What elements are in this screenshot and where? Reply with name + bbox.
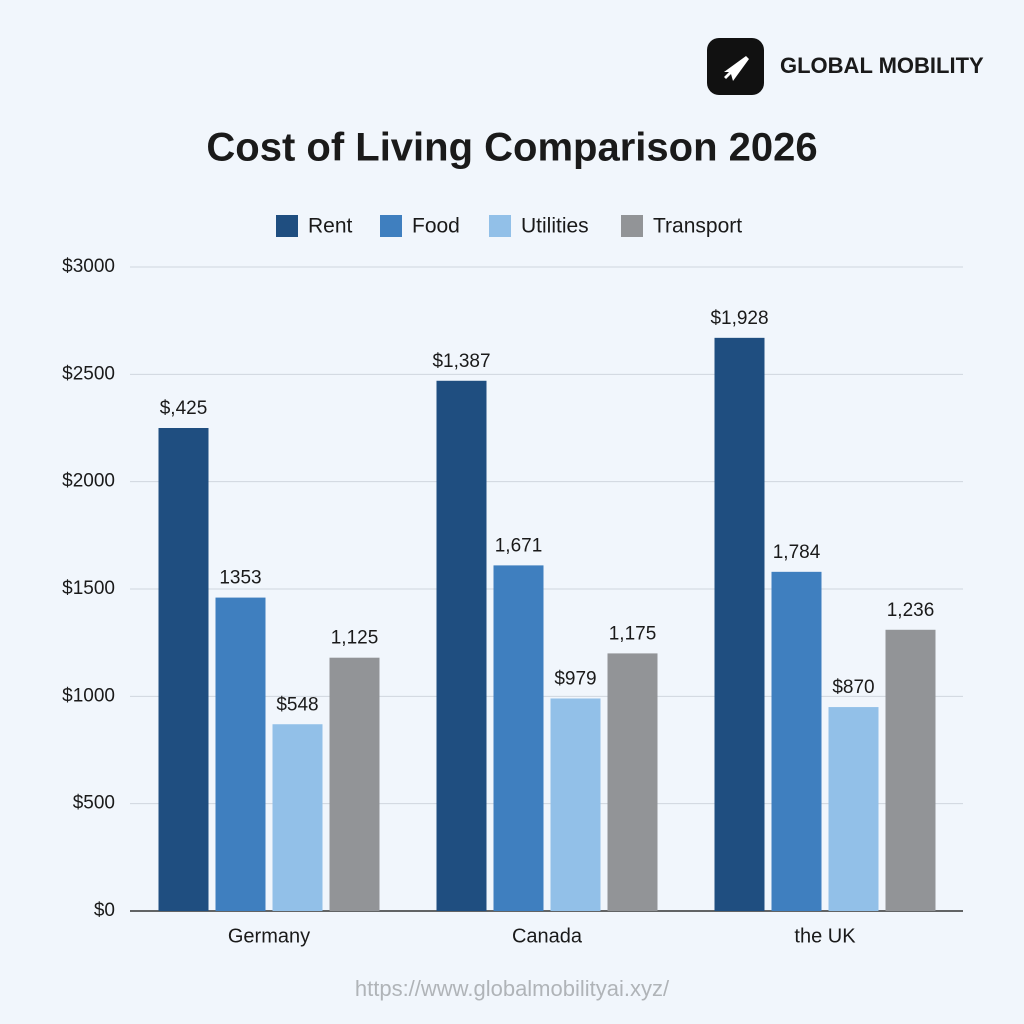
bar-label: 1,175 xyxy=(609,623,657,644)
plane-icon xyxy=(724,56,749,81)
bar xyxy=(329,657,380,911)
legend-swatch xyxy=(380,215,402,237)
bar xyxy=(550,698,601,911)
y-tick-label: $500 xyxy=(73,793,115,814)
bar xyxy=(215,597,266,911)
bar-label: $870 xyxy=(832,677,874,698)
legend-label: Food xyxy=(412,215,460,238)
y-tick-label: $0 xyxy=(94,900,115,921)
y-tick-label: $2000 xyxy=(62,471,115,492)
legend-label: Transport xyxy=(653,215,742,238)
bar xyxy=(607,653,658,911)
x-tick-label: Canada xyxy=(512,925,583,947)
bar-label: 1353 xyxy=(219,568,261,589)
bar xyxy=(493,565,544,911)
bar-label: $1,387 xyxy=(432,351,490,372)
legend-swatch xyxy=(621,215,643,237)
bar-label: 1,784 xyxy=(773,542,821,563)
bar-label: $979 xyxy=(554,668,596,689)
bar xyxy=(436,380,487,912)
y-tick-label: $1000 xyxy=(62,685,115,706)
bar-label: 1,125 xyxy=(331,628,379,649)
bar xyxy=(828,707,879,911)
bar xyxy=(885,629,936,911)
bar xyxy=(771,571,822,911)
bar xyxy=(272,724,323,911)
legend-swatch xyxy=(489,215,511,237)
footer-url: https://www.globalmobilityai.xyz/ xyxy=(355,976,670,1001)
brand: GLOBAL MOBILITY xyxy=(780,53,984,78)
bar-label: $,425 xyxy=(160,398,208,419)
bar-label: 1,671 xyxy=(495,535,543,556)
y-tick-label: $3000 xyxy=(62,256,115,277)
bar-label: $548 xyxy=(276,694,318,715)
x-tick-label: Germany xyxy=(228,925,310,947)
bar-label: $1,928 xyxy=(710,308,768,329)
chart-title: Cost of Living Comparison 2026 xyxy=(206,126,817,170)
bar-label: 1,236 xyxy=(887,600,935,621)
y-tick-label: $2500 xyxy=(62,363,115,384)
legend-swatch xyxy=(276,215,298,237)
legend-label: Rent xyxy=(308,215,353,238)
legend-label: Utilities xyxy=(521,215,589,238)
y-tick-label: $1500 xyxy=(62,578,115,599)
x-tick-label: the UK xyxy=(794,925,856,947)
bar xyxy=(714,337,765,912)
bar xyxy=(158,428,209,911)
